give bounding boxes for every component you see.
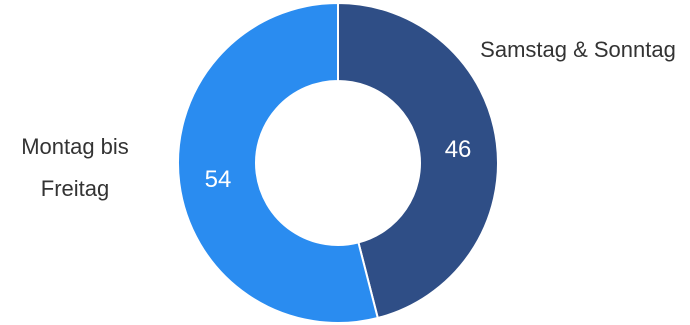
- category-label: Montag bis Freitag: [21, 134, 129, 201]
- category-labels-group: Samstag & Sonntag Montag bis Freitag: [21, 37, 676, 201]
- slice-samstag-sonntag: [337, 1, 499, 320]
- value-labels-group: 46 54: [205, 136, 472, 193]
- slices-group: [177, 1, 499, 324]
- value-label: 46: [445, 136, 472, 163]
- value-label: 54: [205, 166, 232, 193]
- slice-montag-bis-freitag: [177, 1, 380, 324]
- category-label: Samstag & Sonntag: [480, 37, 676, 62]
